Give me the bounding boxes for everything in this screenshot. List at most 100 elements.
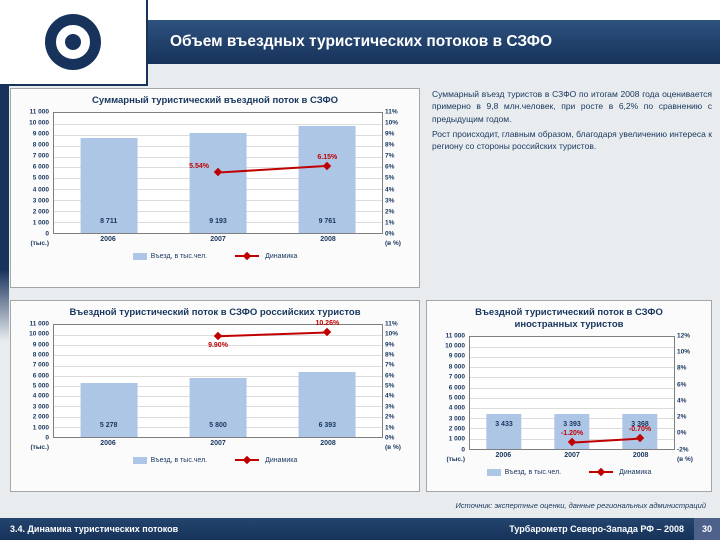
legend-item-bars: Въезд, в тыс.чел. [132, 456, 207, 464]
chart-russian-tourists: Въездной туристический поток в СЗФО росс… [10, 300, 420, 492]
axis-tick: 9 000 [448, 352, 465, 360]
axis-tick: 2 000 [32, 208, 49, 216]
bar [486, 413, 522, 449]
year-label: 2007 [210, 235, 226, 243]
chart-legend: Въезд, в тыс.чел. Динамика [19, 456, 411, 465]
legend-label: Динамика [619, 468, 652, 476]
left-axis: 11 000 10 000 9 000 8 000 7 000 6 000 5 000 4 0… [435, 332, 469, 463]
bar [298, 371, 356, 437]
bar [80, 137, 138, 233]
axis-tick: 4% [385, 186, 395, 193]
left-axis-unit: (тыс.) [30, 443, 49, 451]
axis-tick: 0 [45, 230, 49, 238]
gridline [470, 408, 674, 410]
gridline [470, 377, 674, 379]
axis-tick: 10 000 [29, 330, 49, 338]
legend-label: Динамика [265, 456, 298, 464]
right-axis-ticks: 11% 10% 9% 8% 7% 6% 5% 4% 3% 2% 1% 0% [383, 320, 411, 441]
footer-section-label: 3.4. Динамика туристических потоков [10, 524, 179, 534]
summary-paragraph: Рост происходит, главным образом, благод… [432, 128, 712, 152]
axis-tick: 9% [385, 130, 395, 138]
axis-tick: 2 000 [32, 413, 49, 421]
axis-tick: 4% [385, 392, 395, 400]
line-series-swatch-icon [235, 252, 260, 261]
growth-label: 6.15% [317, 153, 338, 161]
right-axis-unit: (в %) [385, 239, 401, 247]
axis-tick: 6 000 [448, 384, 465, 392]
gridline [54, 355, 382, 357]
axis-tick: 6 000 [32, 163, 49, 171]
axis-tick: 5 000 [32, 174, 49, 182]
axis-tick: 11 000 [445, 332, 465, 340]
year-label: 2008 [632, 451, 649, 459]
gridline [470, 387, 674, 389]
legend-label: Въезд, в тыс.чел. [504, 468, 562, 476]
legend-item-line: Динамика [235, 252, 298, 261]
right-axis: 12% 10% 8% 6% 4% 2% 0% -2% (в %) [675, 332, 703, 463]
bar-value-label: 9 761 [318, 217, 337, 225]
logo-emblem-icon [45, 14, 101, 70]
chart-total-inbound-flow: Суммарный туристический въездной поток в… [10, 88, 420, 288]
year-label: 2006 [495, 451, 512, 459]
axis-tick: 7 000 [448, 373, 465, 381]
year-label: 2006 [100, 235, 116, 243]
axis-tick: 7 000 [32, 361, 49, 369]
axis-tick: 0% [677, 429, 687, 437]
left-axis-ticks: 11 000 10 000 9 000 8 000 7 000 6 000 5 000 4 0… [435, 332, 469, 454]
bar [189, 132, 247, 233]
legend-item-bars: Въезд, в тыс.чел. [486, 468, 562, 476]
axis-tick: 1 000 [448, 435, 465, 443]
axis-tick: 0% [385, 230, 395, 238]
gridline [54, 345, 382, 347]
axis-tick: 11% [385, 320, 398, 328]
axis-tick: 9 000 [32, 341, 49, 349]
dynamics-line [54, 113, 382, 233]
chart-foreign-tourists: Въездной туристический поток в СЗФО инос… [426, 300, 712, 492]
axis-tick: 2% [385, 413, 395, 421]
right-axis: 11% 10% 9% 8% 7% 6% 5% 4% 3% 2% 1% 0% (в %) [383, 108, 411, 247]
axis-tick: 7 000 [32, 152, 49, 160]
right-axis-ticks: 11% 10% 9% 8% 7% 6% 5% 4% 3% 2% 1% 0% [383, 108, 411, 238]
plot-area: -1.20% -0.70% 3 433 3 393 3 368 [469, 335, 675, 450]
year-label: 2008 [320, 439, 336, 447]
footer-bar: 3.4. Динамика туристических потоков Турб… [0, 518, 720, 540]
axis-tick: 12% [677, 332, 691, 340]
right-axis-unit: (в %) [677, 455, 693, 463]
axis-tick: 8% [677, 364, 687, 372]
legend-label: Въезд, в тыс.чел. [150, 252, 208, 260]
dynamics-line [470, 337, 674, 449]
growth-label: 10.26% [315, 320, 340, 328]
axis-tick: 5 000 [448, 394, 465, 402]
axis-tick: 0 [45, 434, 49, 442]
axis-tick: 3 000 [32, 197, 49, 205]
axis-tick: 3% [385, 403, 395, 411]
axis-tick: 3 000 [32, 403, 49, 411]
bar-value-label: 6 393 [318, 421, 337, 429]
chart-title: Въездной туристический поток в СЗФО инос… [475, 307, 663, 330]
dynamics-line [54, 325, 382, 437]
axis-tick: 6% [385, 372, 395, 380]
axis-tick: 0 [461, 446, 465, 454]
legend-label: Динамика [265, 252, 298, 260]
chart-legend: Въезд, в тыс.чел. Динамика [435, 468, 703, 477]
summary-paragraph: Суммарный въезд туристов в СЗФО по итога… [432, 89, 712, 124]
axis-tick: 8 000 [32, 351, 49, 359]
chart-title: Суммарный туристический въездной поток в… [92, 95, 338, 106]
axis-tick: 5% [385, 174, 395, 182]
bar-value-label: 3 393 [563, 420, 581, 428]
bar [80, 383, 138, 437]
axis-tick: 2 000 [448, 425, 465, 433]
bar [298, 126, 356, 233]
footer-right-label: Турбарометр Северо-Запада РФ – 2008 [509, 524, 684, 534]
bar-value-label: 9 193 [209, 217, 227, 225]
diamond-marker-icon [242, 456, 252, 465]
bar-series-swatch-icon [132, 456, 147, 464]
axis-tick: 6% [677, 381, 687, 389]
axis-tick: 4 000 [448, 404, 465, 412]
axis-tick: -2% [677, 446, 689, 454]
gridline [54, 375, 382, 377]
x-axis: 2006 2007 2008 [53, 234, 383, 247]
page-title: Объем въездных туристических потоков в С… [170, 33, 553, 50]
diamond-marker-icon [242, 252, 252, 261]
